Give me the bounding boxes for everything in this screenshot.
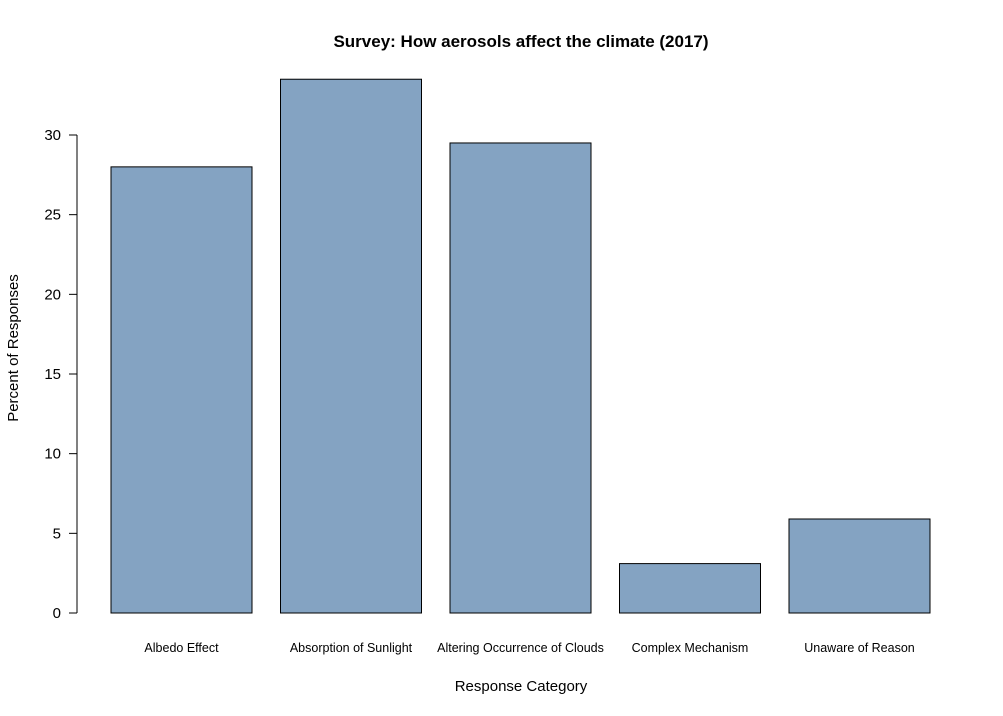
y-tick-label: 5 xyxy=(53,525,61,542)
x-tick-label: Albedo Effect xyxy=(144,641,219,655)
y-tick-label: 15 xyxy=(44,366,61,383)
y-axis-label: Percent of Responses xyxy=(5,274,22,422)
y-tick-label: 0 xyxy=(53,605,61,622)
bars-group xyxy=(110,78,931,614)
bar-altering-occurrence-of-clouds xyxy=(449,142,592,614)
x-tick-label: Complex Mechanism xyxy=(632,641,749,655)
y-tick-label: 30 xyxy=(44,127,61,144)
y-tick-label: 25 xyxy=(44,207,61,224)
x-axis-label: Response Category xyxy=(455,678,588,695)
chart-title: Survey: How aerosols affect the climate … xyxy=(333,32,708,51)
x-tick-labels: Albedo Effect Absorption of Sunlight Alter… xyxy=(144,641,914,655)
x-tick-label: Altering Occurrence of Clouds xyxy=(437,641,604,655)
x-tick-label: Absorption of Sunlight xyxy=(290,641,413,655)
bar-unaware-of-reason xyxy=(788,518,931,614)
bar-complex-mechanism xyxy=(619,563,761,614)
bar-absorption-of-sunlight xyxy=(280,78,422,614)
x-tick-label: Unaware of Reason xyxy=(804,641,915,655)
y-axis: 0 5 10 15 20 25 30 xyxy=(44,127,78,622)
y-tick-label: 10 xyxy=(44,446,61,463)
y-tick-label: 20 xyxy=(44,286,61,303)
bar-albedo-effect xyxy=(110,166,253,614)
